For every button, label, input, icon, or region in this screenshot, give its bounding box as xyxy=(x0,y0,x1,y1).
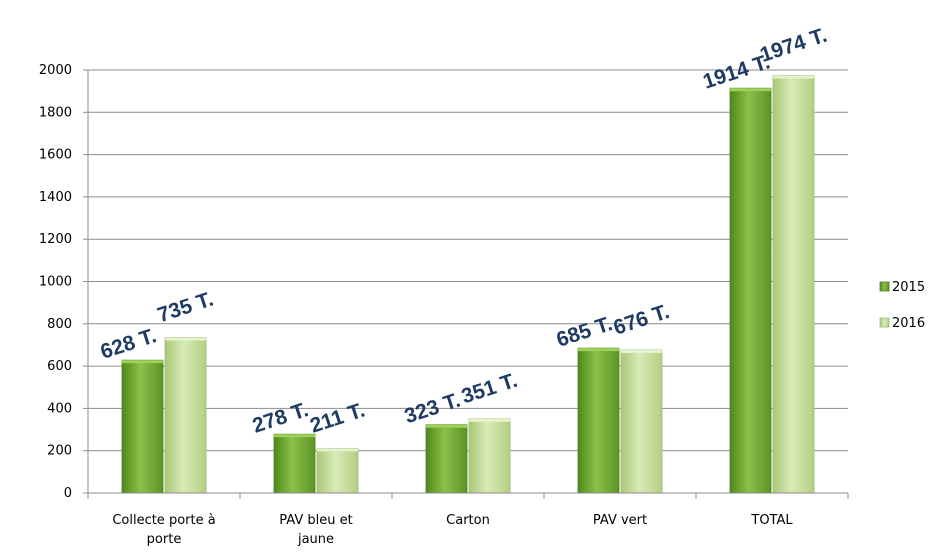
x-category-label: TOTAL xyxy=(750,513,793,528)
y-tick-label: 1600 xyxy=(39,148,72,163)
x-category-label: PAV bleu et xyxy=(279,513,352,528)
data-label-2016-0: 735 T. xyxy=(155,288,217,328)
bar-cap xyxy=(317,448,358,452)
bar-2016-4 xyxy=(772,75,815,494)
bar-2015-1 xyxy=(273,433,316,494)
data-label-2016-2: 351 T. xyxy=(459,369,521,409)
y-tick-label: 0 xyxy=(64,486,72,501)
data-label-2015-1: 278 T. xyxy=(250,398,312,438)
bar-2015-0 xyxy=(121,359,164,494)
x-category-label: jaune xyxy=(297,532,334,547)
gridlines xyxy=(88,69,848,494)
bar-cap xyxy=(122,360,163,364)
x-category-label: porte xyxy=(147,532,182,547)
y-tick-label: 1800 xyxy=(39,105,72,120)
data-label-2015-2: 323 T. xyxy=(402,389,464,429)
y-tick-label: 400 xyxy=(47,401,72,416)
data-label-2015-3: 685 T. xyxy=(554,312,616,352)
y-tick-label: 800 xyxy=(47,317,72,332)
legend-swatch-2015 xyxy=(879,281,890,292)
legend-swatch-2016 xyxy=(879,317,890,328)
legend-label-2016: 2016 xyxy=(892,316,925,331)
bars xyxy=(121,75,815,494)
bar-2016-1 xyxy=(316,447,359,494)
data-labels: 628 T.735 T. 278 T.211 T. 323 T.351 T. 685 … xyxy=(98,24,830,438)
y-axis: 0 200 400 600 800 1000 1200 1400 1600 1800 2000 xyxy=(39,63,89,501)
y-tick-label: 600 xyxy=(47,359,72,374)
y-tick-label: 1000 xyxy=(39,275,72,290)
y-tick-label: 1400 xyxy=(39,190,72,205)
bar-2015-2 xyxy=(425,424,468,494)
bar-cap xyxy=(274,434,315,438)
legend: 2015 2016 xyxy=(879,280,925,331)
bar-2016-2 xyxy=(468,418,511,494)
bar-cap xyxy=(621,350,662,354)
x-category-label: Collecte porte à xyxy=(112,513,215,528)
bar-cap xyxy=(578,348,619,352)
y-tick-label: 200 xyxy=(47,444,72,459)
bar-2015-3 xyxy=(577,347,620,494)
bar-cap xyxy=(165,337,206,341)
bar-cap xyxy=(426,424,467,428)
x-category-label: Carton xyxy=(446,513,490,528)
x-category-label: PAV vert xyxy=(593,513,647,528)
legend-label-2015: 2015 xyxy=(892,280,925,295)
bar-cap xyxy=(773,75,814,79)
y-tick-label: 1200 xyxy=(39,232,72,247)
data-label-2016-3: 676 T. xyxy=(611,300,673,340)
bar-2016-0 xyxy=(164,337,207,494)
data-label-2016-4: 1974 T. xyxy=(757,24,830,67)
y-tick-label: 2000 xyxy=(39,63,72,78)
bar-2015-4 xyxy=(729,87,772,494)
data-label-2016-1: 211 T. xyxy=(307,399,367,438)
bar-cap xyxy=(469,418,510,422)
bar-2016-3 xyxy=(620,349,663,494)
bar-cap xyxy=(730,88,771,92)
data-label-2015-0: 628 T. xyxy=(98,324,160,364)
x-axis: Collecte porte à porte PAV bleu et jaune Car… xyxy=(87,492,849,547)
